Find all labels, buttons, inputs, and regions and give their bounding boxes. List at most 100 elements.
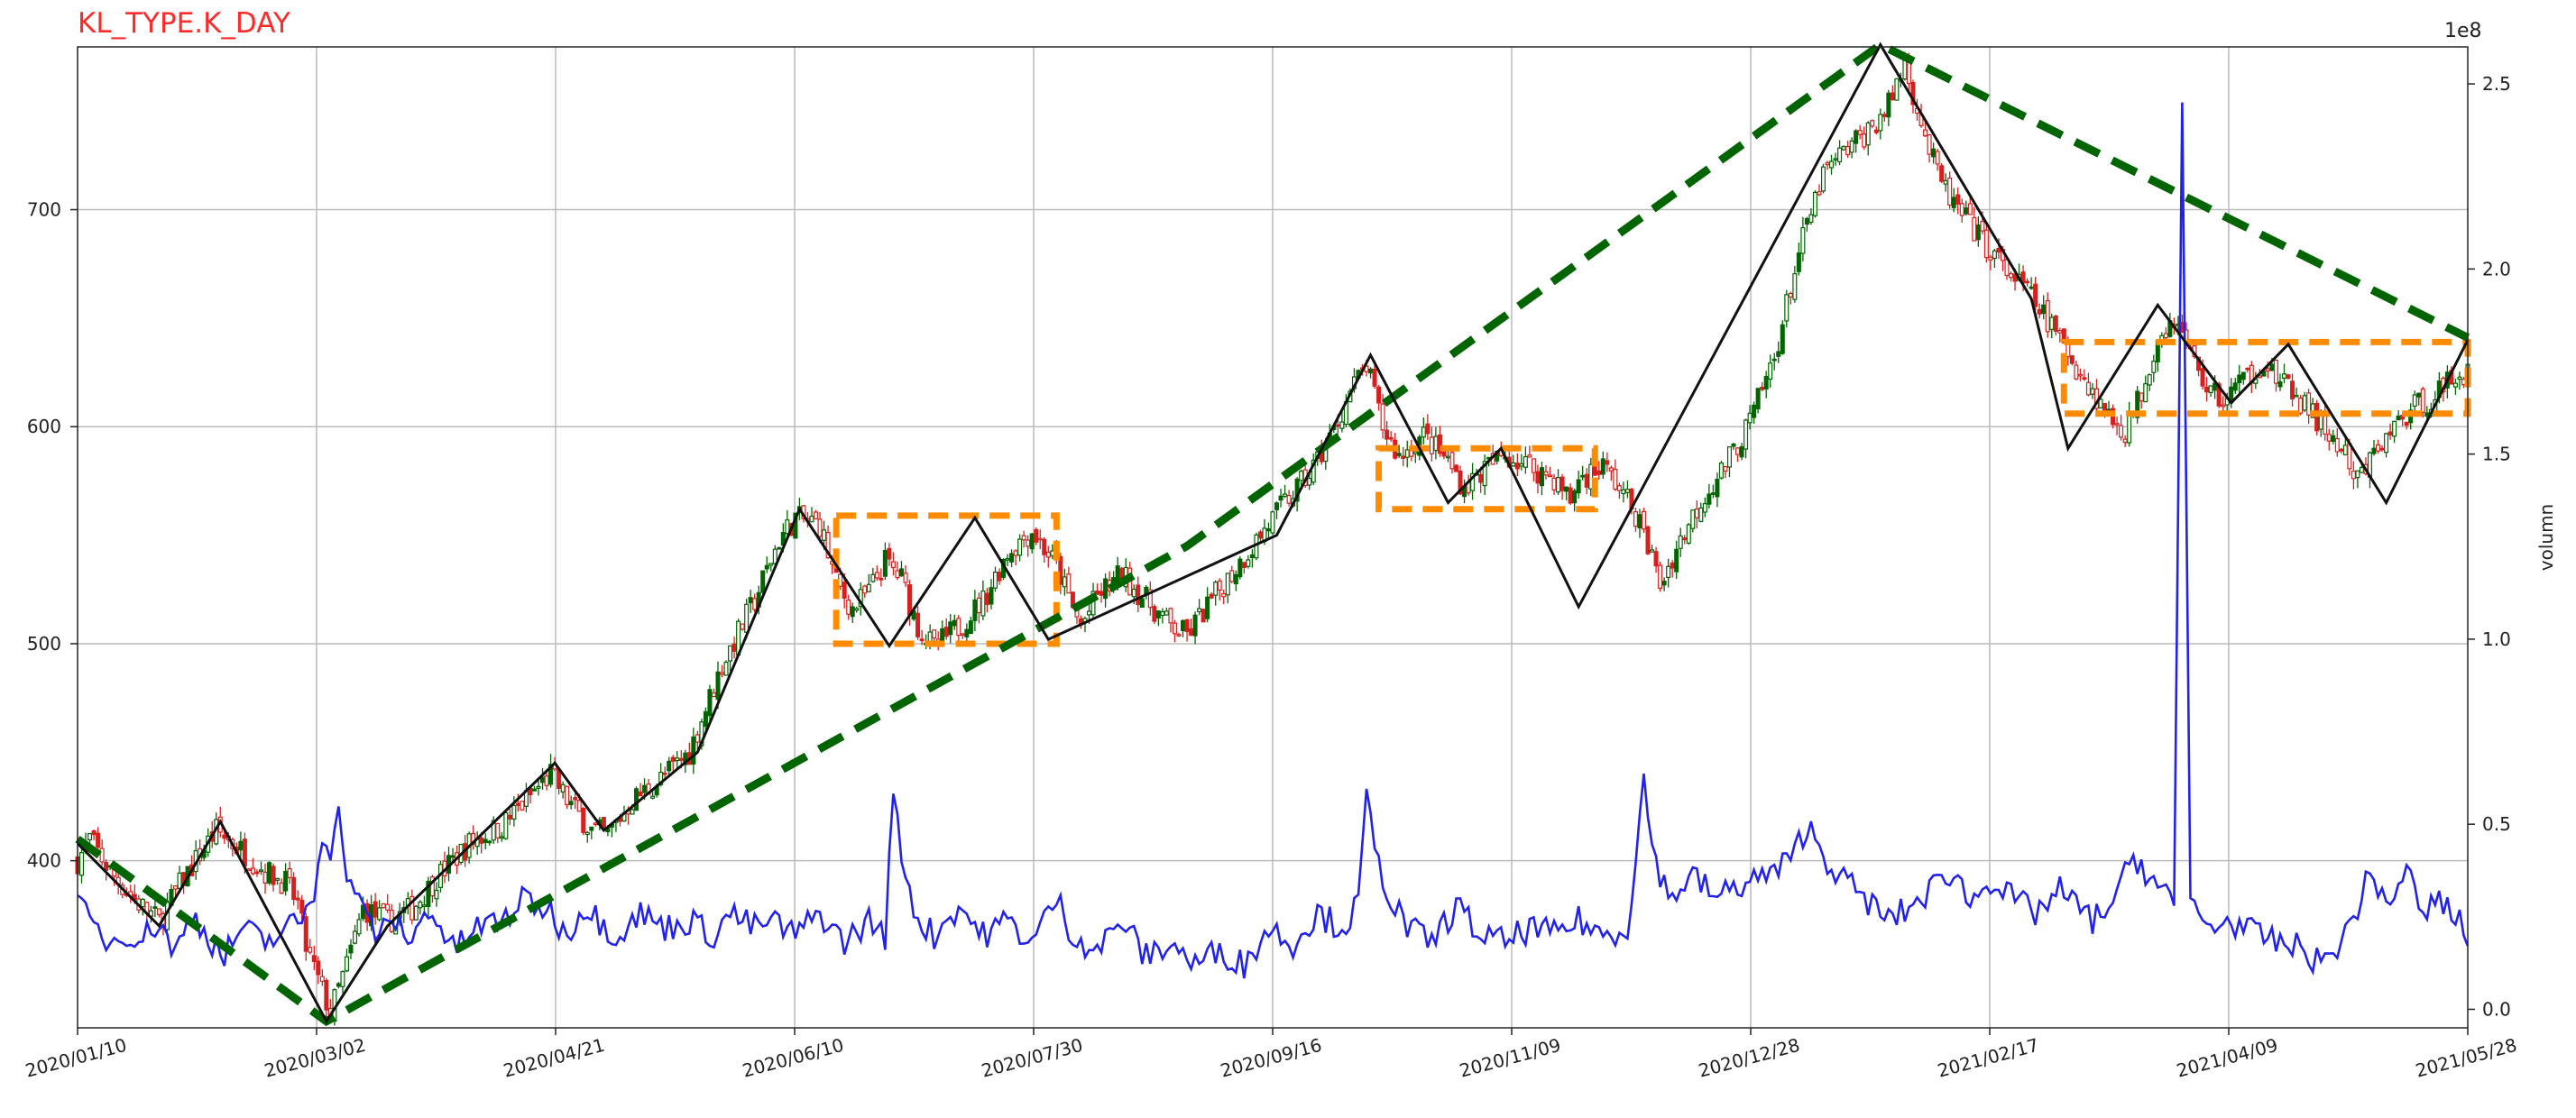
x-tick-label: 2021/04/09: [2174, 1034, 2280, 1082]
candle-body: [479, 837, 484, 844]
candle-body: [932, 629, 937, 639]
candle-body: [287, 867, 292, 878]
candle-body: [1335, 424, 1340, 427]
y2-tick-label: 1.5: [2482, 444, 2511, 465]
candle-body: [2012, 273, 2018, 282]
candle-body: [1037, 537, 1043, 541]
candle-body: [2200, 368, 2205, 387]
candle-body: [898, 568, 904, 577]
candle-body: [308, 947, 313, 953]
candle-body: [2147, 374, 2152, 386]
candle-body: [1441, 451, 1447, 457]
candle-body: [1388, 436, 1394, 440]
candle-body: [2342, 444, 2348, 455]
candle-body: [1201, 609, 1206, 623]
candle-body: [344, 956, 349, 972]
candle-body: [2375, 444, 2381, 452]
candle-body: [434, 889, 439, 900]
candle-body: [1996, 247, 2001, 253]
candle-body: [1299, 471, 1304, 481]
candle-body: [980, 590, 986, 617]
candle-body: [658, 771, 664, 785]
candle-body: [2326, 434, 2332, 442]
candle-body: [79, 852, 85, 876]
candle-body: [2334, 437, 2340, 453]
candle-body: [238, 840, 244, 851]
candle-body: [1176, 634, 1182, 637]
candle-body: [1955, 194, 1961, 205]
candle-body: [1718, 463, 1724, 479]
candle-body: [1658, 564, 1663, 589]
candle-body: [2379, 447, 2385, 451]
candle-body: [960, 633, 965, 637]
candle-body: [1168, 608, 1173, 624]
y-tick-label: 700: [27, 199, 61, 221]
candle-body: [348, 944, 354, 954]
candle-body: [1401, 455, 1406, 459]
candle-body: [1972, 216, 1977, 242]
candle-body: [548, 764, 554, 785]
volume-series: [77, 102, 2470, 979]
candle-body: [1621, 489, 1626, 495]
candle-body: [813, 511, 819, 520]
zs-box: [833, 512, 1060, 647]
grid-lines: [78, 47, 2468, 1028]
candle-body: [1771, 358, 1777, 362]
candle-body: [879, 577, 884, 581]
candle-body: [1429, 436, 1434, 454]
chart-title: KL_TYPE.K_DAY: [78, 7, 290, 40]
candle-body: [568, 801, 574, 806]
candle-body: [842, 582, 847, 599]
candle-body: [1184, 619, 1190, 633]
candle-body: [1739, 446, 1744, 458]
zs-box: [1375, 444, 1598, 513]
candle-body: [1511, 462, 1516, 467]
candle-body: [1217, 580, 1222, 591]
candle-body: [854, 608, 860, 611]
candle-body: [2387, 431, 2393, 435]
candle-body: [2339, 448, 2344, 452]
segment-lines: [75, 40, 2470, 1027]
candle-body: [2286, 374, 2291, 380]
candle-body: [319, 976, 325, 982]
candle-body: [850, 606, 855, 618]
candle-body: [429, 876, 435, 897]
candle-body: [1095, 591, 1100, 595]
candle-body: [1870, 120, 1875, 127]
candle-body: [1817, 191, 1822, 196]
candle-body: [1947, 177, 1953, 206]
candle-body: [544, 775, 549, 786]
candle-body: [2396, 415, 2401, 421]
candle-body: [254, 871, 260, 875]
x-tick-label: 2020/04/21: [501, 1034, 607, 1082]
candle-body: [262, 871, 268, 884]
candle-body: [890, 561, 896, 569]
candle-body: [377, 907, 382, 921]
candle-body: [2355, 470, 2360, 479]
candle-body: [2090, 388, 2095, 395]
candle-body: [907, 584, 913, 616]
candle-body: [2424, 412, 2430, 417]
candle-body: [1209, 593, 1214, 599]
y-tick-label: 500: [27, 633, 61, 655]
candle-body: [1910, 81, 1916, 105]
candle-body: [1086, 610, 1092, 616]
candle-body: [862, 585, 868, 594]
candle-body: [1980, 220, 1985, 232]
candle-body: [1307, 478, 1312, 486]
candle-body: [1421, 426, 1426, 438]
candle-body: [1147, 589, 1153, 609]
candle-body: [825, 531, 831, 559]
candle-body: [956, 618, 961, 637]
candle-body: [340, 971, 345, 987]
candle-body: [1923, 129, 1928, 137]
candle-body: [2314, 402, 2320, 432]
candle-body: [1531, 458, 1536, 473]
candle-body: [943, 627, 949, 637]
candle-body: [707, 689, 713, 717]
candle-body: [409, 895, 415, 921]
candle-body: [1556, 477, 1561, 493]
candle-body: [1939, 165, 1945, 182]
candle-body: [2127, 411, 2132, 444]
